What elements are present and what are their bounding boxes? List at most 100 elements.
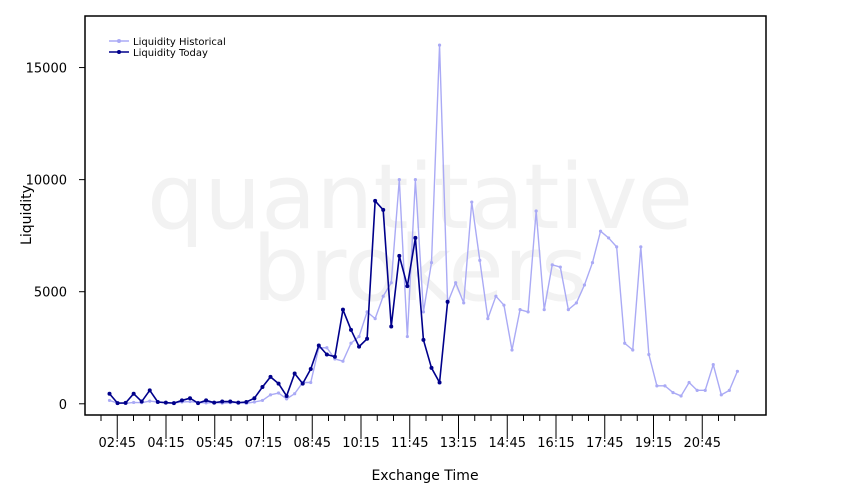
legend: Liquidity Historical Liquidity Today — [109, 37, 226, 59]
data-point — [607, 236, 611, 240]
x-tick-label: 02:45 — [99, 436, 136, 451]
data-point — [421, 337, 426, 342]
data-point — [139, 399, 144, 404]
data-point — [188, 399, 192, 404]
y-axis-title: Liquidity — [19, 185, 35, 245]
data-point — [478, 258, 482, 262]
data-point — [687, 380, 691, 385]
data-point — [486, 317, 490, 321]
data-point — [212, 400, 217, 405]
data-point — [373, 198, 378, 203]
data-point — [719, 393, 723, 397]
x-tick-label: 08:45 — [294, 436, 331, 451]
data-point — [615, 245, 619, 249]
data-point — [558, 265, 562, 269]
data-point — [220, 399, 225, 404]
data-point — [381, 207, 386, 212]
series-layer — [107, 43, 740, 406]
data-point — [188, 396, 192, 401]
data-point — [236, 400, 241, 405]
data-point — [252, 396, 257, 401]
data-point — [276, 391, 281, 395]
data-point — [389, 324, 394, 329]
x-tick-label: 13:15 — [440, 436, 477, 451]
data-point — [590, 260, 595, 265]
data-point — [502, 303, 506, 307]
data-point — [679, 394, 683, 398]
data-point — [325, 346, 329, 350]
x-tick-label: 14:45 — [489, 436, 526, 451]
data-point — [631, 348, 635, 352]
legend-symbol-today — [109, 50, 129, 54]
data-point — [148, 399, 152, 403]
data-point — [349, 327, 353, 332]
data-point — [171, 401, 176, 406]
data-point — [429, 260, 434, 265]
x-axis-ticks: 02:45 04:15 05:45 07:15 08:45 10:15 11:45 13:15… — [99, 415, 736, 451]
data-point — [470, 200, 474, 204]
data-point — [623, 341, 627, 345]
data-point — [341, 359, 345, 363]
legend-label-historical: Liquidity Historical — [133, 37, 226, 48]
data-point — [703, 388, 707, 392]
data-point — [132, 400, 136, 405]
data-point — [244, 399, 249, 404]
data-point — [107, 391, 112, 396]
y-tick-label: 5000 — [34, 286, 67, 301]
y-tick-label: 0 — [59, 398, 67, 413]
data-point — [454, 281, 458, 285]
data-point — [429, 365, 434, 370]
data-point — [252, 400, 256, 404]
data-point — [711, 362, 715, 367]
x-tick-label: 05:45 — [196, 436, 233, 451]
data-point — [639, 245, 643, 249]
data-point — [292, 371, 297, 376]
data-point — [373, 317, 377, 321]
data-point — [421, 310, 426, 314]
data-point — [179, 398, 184, 403]
data-point — [349, 341, 353, 345]
y-tick-label: 15000 — [26, 62, 67, 77]
data-point — [276, 381, 281, 386]
data-point — [534, 209, 538, 213]
data-point — [655, 384, 659, 388]
data-point — [462, 301, 466, 305]
x-tick-label: 10:15 — [342, 436, 379, 451]
data-point — [663, 384, 667, 388]
data-point — [196, 401, 201, 406]
data-point — [381, 294, 385, 298]
plot-frame — [84, 15, 767, 416]
data-point — [550, 263, 554, 267]
data-point — [268, 393, 273, 397]
data-point — [300, 381, 305, 386]
data-point — [413, 235, 418, 240]
data-point — [510, 348, 514, 352]
data-point — [284, 393, 289, 398]
y-tick-label: 10000 — [26, 174, 67, 189]
data-point — [542, 308, 546, 312]
data-point — [155, 399, 160, 404]
data-point — [324, 352, 329, 357]
data-point — [735, 369, 740, 373]
x-axis-title: Exchange Time — [371, 468, 478, 484]
x-tick-label: 04:15 — [147, 436, 184, 451]
y-axis-ticks: 0 5000 10000 15000 — [26, 62, 85, 413]
x-tick-label: 17:45 — [586, 436, 623, 451]
data-point — [397, 253, 402, 258]
data-point — [566, 308, 570, 312]
data-point — [526, 310, 530, 314]
data-point — [204, 398, 209, 403]
data-point — [115, 401, 120, 406]
x-tick-label: 07:15 — [245, 436, 282, 451]
data-point — [131, 391, 136, 396]
data-point — [574, 301, 579, 305]
legend-label-today: Liquidity Today — [133, 48, 208, 59]
data-point — [357, 344, 362, 349]
data-point — [494, 294, 498, 298]
data-point — [582, 283, 587, 287]
x-tick-label: 19:15 — [635, 436, 672, 451]
data-point — [260, 384, 265, 389]
data-point — [727, 388, 731, 392]
data-point — [413, 178, 417, 182]
